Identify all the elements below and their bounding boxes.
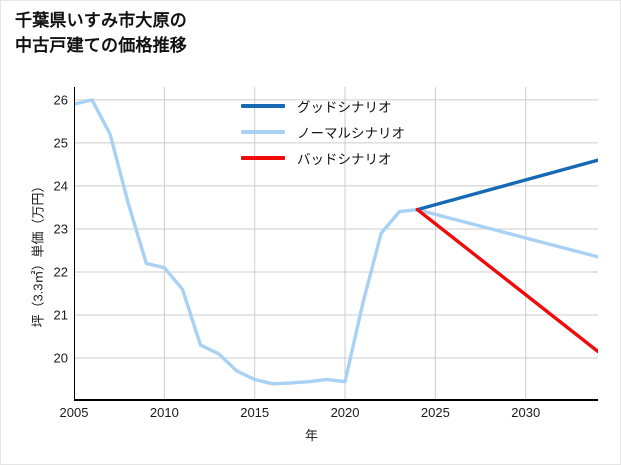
legend-item-label: ノーマルシナリオ <box>297 126 405 141</box>
y-axis-ticks: 20 21 22 23 24 25 26 <box>40 87 68 401</box>
x-tick-label: 2005 <box>59 405 89 420</box>
y-tick-label: 25 <box>53 135 68 151</box>
legend-item-label: バッドシナリオ <box>297 152 392 167</box>
x-tick-label: 2020 <box>330 405 360 420</box>
chart-legend: グッドシナリオ ノーマルシナリオ バッドシナリオ <box>241 93 471 171</box>
series-line-バッドシナリオ <box>415 207 598 354</box>
legend-item[interactable]: グッドシナリオ <box>241 93 471 119</box>
legend-color-swatch <box>241 104 285 108</box>
x-axis-title: 年 <box>304 428 318 443</box>
x-axis-ticks: 2005 2010 2015 2020 2025 2030 <box>60 403 598 425</box>
chart-title: 千葉県いすみ市大原の 中古戸建ての価格推移 <box>15 11 187 55</box>
x-tick-label: 2030 <box>511 405 541 420</box>
plot-area <box>74 87 598 401</box>
chart-plot-svg <box>74 87 598 401</box>
data-series-group <box>74 98 598 386</box>
legend-item[interactable]: ノーマルシナリオ <box>241 119 471 145</box>
y-tick-label: 24 <box>53 178 68 194</box>
x-tick-label: 2010 <box>149 405 179 420</box>
legend-item[interactable]: バッドシナリオ <box>241 145 471 171</box>
gridlines <box>74 87 598 401</box>
y-tick-label: 21 <box>53 307 68 323</box>
y-tick-label: 22 <box>53 264 68 280</box>
legend-color-swatch <box>241 156 285 160</box>
series-line-グッドシナリオ <box>415 158 598 212</box>
y-axis-title-holder: 坪（3.3㎡）単価（万円） <box>23 87 46 401</box>
series-line-ノーマルシナリオ <box>74 98 598 386</box>
legend-color-swatch <box>241 130 285 134</box>
y-tick-label: 23 <box>53 221 68 237</box>
legend-item-label: グッドシナリオ <box>297 100 392 115</box>
x-tick-label: 2025 <box>420 405 450 420</box>
y-tick-label: 26 <box>53 92 68 108</box>
x-tick-label: 2015 <box>240 405 270 420</box>
y-tick-label: 20 <box>53 350 68 366</box>
